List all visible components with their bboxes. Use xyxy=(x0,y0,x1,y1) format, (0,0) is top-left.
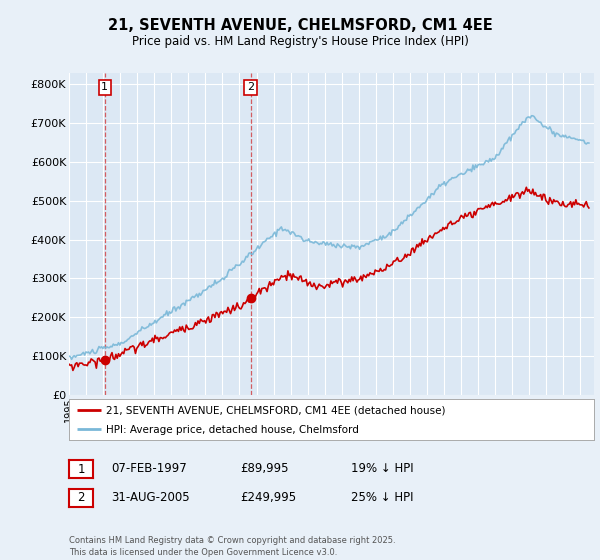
Text: 1: 1 xyxy=(101,82,108,92)
Text: 2: 2 xyxy=(77,491,85,505)
Text: Price paid vs. HM Land Registry's House Price Index (HPI): Price paid vs. HM Land Registry's House … xyxy=(131,35,469,49)
Text: HPI: Average price, detached house, Chelmsford: HPI: Average price, detached house, Chel… xyxy=(106,424,359,435)
Text: 21, SEVENTH AVENUE, CHELMSFORD, CM1 4EE: 21, SEVENTH AVENUE, CHELMSFORD, CM1 4EE xyxy=(107,18,493,32)
Text: 25% ↓ HPI: 25% ↓ HPI xyxy=(351,491,413,504)
Text: 1: 1 xyxy=(77,463,85,476)
Text: £89,995: £89,995 xyxy=(240,462,289,475)
Text: 21, SEVENTH AVENUE, CHELMSFORD, CM1 4EE (detached house): 21, SEVENTH AVENUE, CHELMSFORD, CM1 4EE … xyxy=(106,405,445,415)
Text: 07-FEB-1997: 07-FEB-1997 xyxy=(111,462,187,475)
Text: 31-AUG-2005: 31-AUG-2005 xyxy=(111,491,190,504)
Text: £249,995: £249,995 xyxy=(240,491,296,504)
Text: 19% ↓ HPI: 19% ↓ HPI xyxy=(351,462,413,475)
Text: 2: 2 xyxy=(247,82,254,92)
Text: Contains HM Land Registry data © Crown copyright and database right 2025.
This d: Contains HM Land Registry data © Crown c… xyxy=(69,536,395,557)
